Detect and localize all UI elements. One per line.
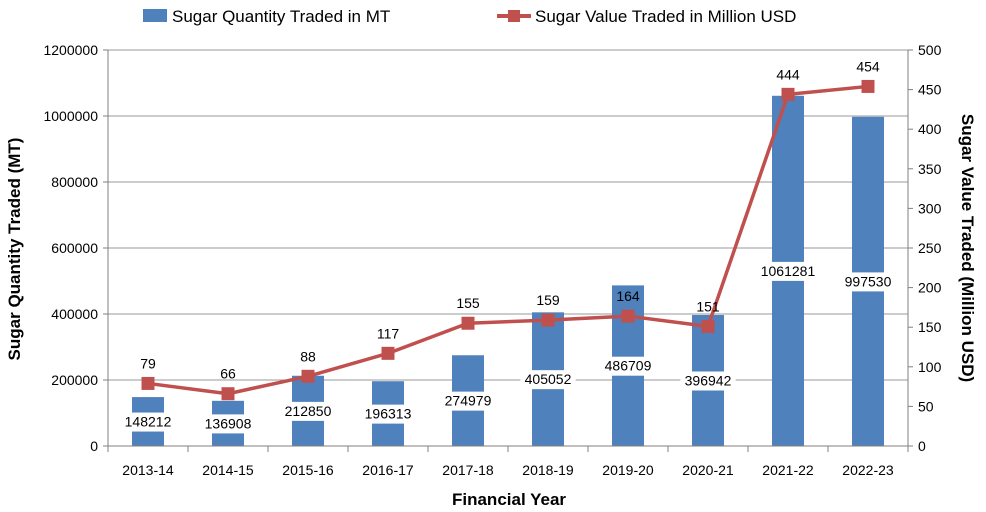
line-marker <box>301 369 315 383</box>
left-tick-label: 600000 <box>51 240 98 256</box>
bar-label-bg <box>120 412 176 432</box>
line-marker <box>541 313 555 327</box>
bar-label-bg <box>520 370 576 390</box>
left-tick-label: 0 <box>90 438 98 454</box>
right-tick-label: 250 <box>918 240 942 256</box>
right-tick-label: 450 <box>918 82 942 98</box>
line-data-label: 155 <box>456 295 480 311</box>
x-tick-label: 2014-15 <box>202 462 254 478</box>
legend: Sugar Quantity Traded in MT Sugar Value … <box>143 7 796 26</box>
line-data-label: 151 <box>696 298 720 314</box>
right-tick-label: 300 <box>918 200 942 216</box>
legend-marker-value <box>508 10 520 22</box>
line-data-label: 444 <box>776 66 800 82</box>
line-data-label: 454 <box>856 58 880 74</box>
line-data-label: 79 <box>140 355 156 371</box>
bar-label-bg <box>280 401 336 421</box>
left-axis-title: Sugar Quantity Traded (MT) <box>5 138 24 361</box>
right-tick-label: 50 <box>918 398 934 414</box>
line-data-labels: 79 66 88 117 155 159 164 151 444 454 <box>140 58 880 381</box>
line-marker <box>861 79 875 93</box>
line-data-label: 88 <box>300 348 316 364</box>
line-marker <box>461 316 475 330</box>
bar-label-bg <box>756 261 820 281</box>
x-tick-label: 2018-19 <box>522 462 574 478</box>
right-tick-label: 400 <box>918 121 942 137</box>
bar-label-bg <box>840 272 896 292</box>
bar-label-bg <box>440 391 496 411</box>
right-axis-title: Sugar Value Traded (Million USD) <box>958 114 977 382</box>
legend-swatch-quantity <box>143 9 167 22</box>
bar-data-label: 396942 <box>685 373 732 389</box>
right-axis-ticks: 0 50 100 150 200 250 300 350 400 450 500 <box>908 42 942 454</box>
x-tick-label: 2020-21 <box>682 462 734 478</box>
right-tick-label: 200 <box>918 280 942 296</box>
bar-data-label: 274979 <box>445 393 492 409</box>
bar-data-label: 1061281 <box>761 263 816 279</box>
bar-label-bg <box>360 404 416 424</box>
line-marker <box>141 376 155 390</box>
x-tick-label: 2017-18 <box>442 462 494 478</box>
x-tick-label: 2021-22 <box>762 462 814 478</box>
right-tick-label: 350 <box>918 161 942 177</box>
gridlines <box>108 49 908 381</box>
right-tick-label: 100 <box>918 359 942 375</box>
right-tick-label: 0 <box>918 438 926 454</box>
left-tick-label: 400000 <box>51 306 98 322</box>
left-tick-label: 200000 <box>51 372 98 388</box>
bar-data-label: 486709 <box>605 358 652 374</box>
left-tick-label: 1200000 <box>43 42 98 58</box>
line-data-label: 117 <box>377 325 400 341</box>
line-marker <box>701 319 715 333</box>
bar-data-label: 148212 <box>125 414 172 430</box>
legend-label-value: Sugar Value Traded in Million USD <box>535 7 796 26</box>
line-marker <box>381 346 395 360</box>
x-axis-title: Financial Year <box>452 490 566 509</box>
value-series-line <box>147 84 869 396</box>
line-marker <box>221 387 235 401</box>
bar-data-label: 196313 <box>365 406 412 422</box>
right-tick-label: 150 <box>918 319 942 335</box>
left-tick-label: 800000 <box>51 174 98 190</box>
left-axis-ticks: 0 200000 400000 600000 800000 1000000 1200000 <box>43 42 108 454</box>
bar-label-bg <box>680 371 736 391</box>
category-labels: 2013-14 2014-15 2015-16 2016-17 2017-18 2018-… <box>107 446 909 478</box>
x-tick-label: 2022-23 <box>842 462 894 478</box>
line-data-label: 159 <box>536 292 560 308</box>
x-tick-label: 2019-20 <box>602 462 654 478</box>
bar-label-bg <box>200 414 256 434</box>
value-line <box>141 79 875 401</box>
bar-label-bg <box>600 356 656 376</box>
bar-data-label: 997530 <box>845 273 892 289</box>
x-tick-label: 2015-16 <box>282 462 334 478</box>
legend-label-quantity: Sugar Quantity Traded in MT <box>172 7 390 26</box>
bar-data-labels: 148212 136908 212850 196313 274979 405052 4867… <box>120 261 896 434</box>
x-tick-label: 2013-14 <box>122 462 174 478</box>
x-tick-label: 2016-17 <box>362 462 414 478</box>
left-tick-label: 1000000 <box>43 108 98 124</box>
line-data-label: 66 <box>220 366 236 382</box>
bar-data-label: 405052 <box>525 371 572 387</box>
right-tick-label: 500 <box>918 42 942 58</box>
bar-data-label: 212850 <box>285 403 332 419</box>
bar-data-label: 136908 <box>205 415 252 431</box>
line-data-label: 164 <box>616 288 640 304</box>
line-marker <box>621 309 635 323</box>
line-marker <box>781 87 795 101</box>
